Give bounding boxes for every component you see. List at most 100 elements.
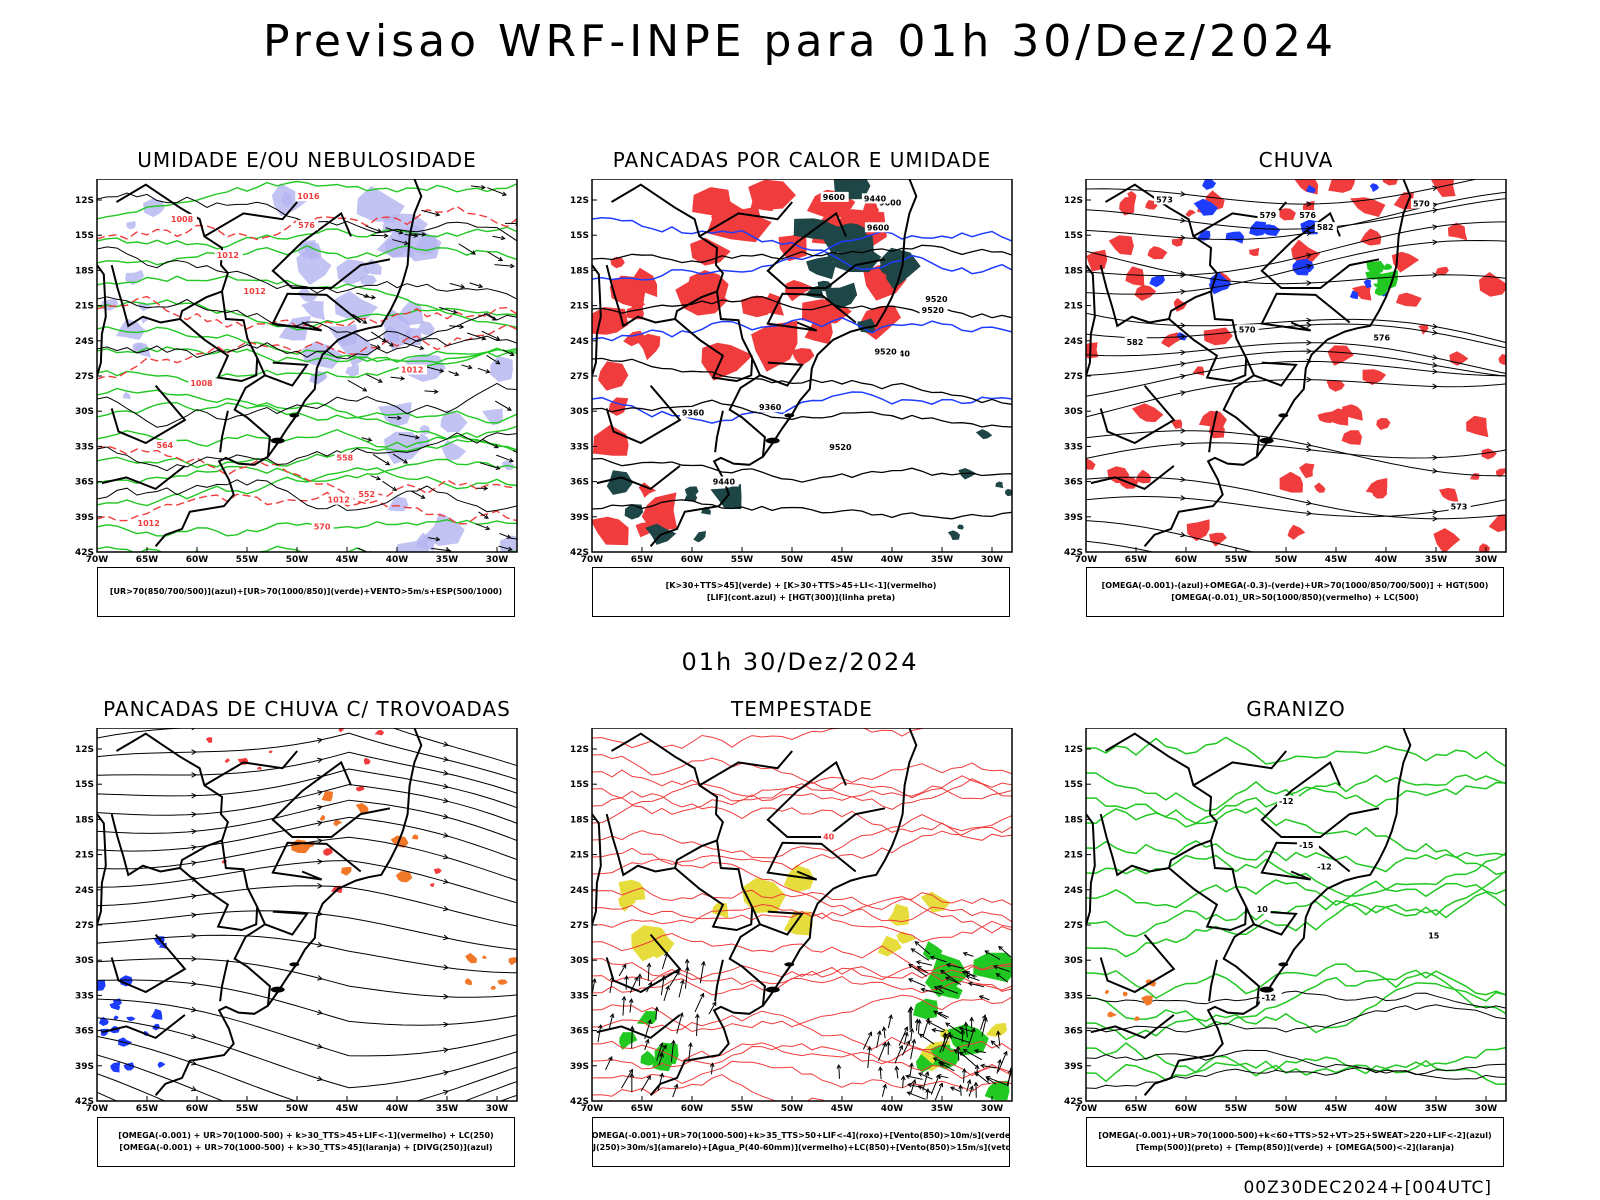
contour-line xyxy=(1086,840,1506,876)
wind-vector-head xyxy=(963,1021,969,1027)
flow-arrow xyxy=(1306,446,1313,453)
wind-vector-head xyxy=(958,1084,964,1090)
flow-arrow xyxy=(1432,323,1439,330)
political-border xyxy=(766,292,857,332)
political-border xyxy=(219,959,229,1002)
lat-tick-label: 21S xyxy=(570,851,589,861)
field-patch xyxy=(363,757,371,765)
wind-vector xyxy=(915,1019,918,1031)
forecast-map: -12 -12 -15 -12 15 10 12S 15S 18S 21S 24S 27S 30S 33S… xyxy=(1064,728,1507,1114)
wind-vector xyxy=(968,982,985,988)
wind-vector xyxy=(968,1086,973,1097)
contour-label-bg xyxy=(188,378,217,389)
wind-vector-head xyxy=(624,974,629,980)
wind-vector-head xyxy=(467,364,473,370)
wind-vector-head xyxy=(911,1078,917,1084)
contour-label-bg xyxy=(1448,501,1471,512)
wind-vector xyxy=(902,1040,910,1056)
wind-vector xyxy=(838,1064,841,1079)
wind-vector xyxy=(392,453,408,464)
field-patch xyxy=(336,332,375,367)
lon-tick-label: 65W xyxy=(136,1104,159,1114)
flow-arrow xyxy=(443,993,450,1000)
lat-tick-label: 21S xyxy=(570,302,589,312)
legend-line: [OMEGA(-0.01)_UR>50(1000/850)(vermelho) … xyxy=(1171,593,1419,602)
contour-label-bg xyxy=(872,346,901,357)
field-patch xyxy=(1481,448,1497,460)
wind-vector-head xyxy=(961,970,967,975)
field-patch xyxy=(338,728,344,733)
field-patch xyxy=(1005,488,1012,497)
contour-line xyxy=(1086,1046,1506,1083)
wind-vector xyxy=(879,1067,882,1080)
wind-vector-head xyxy=(478,283,484,289)
flow-arrow xyxy=(1432,224,1439,230)
flow-arrow xyxy=(1432,239,1439,246)
field-patch xyxy=(1495,468,1506,477)
wind-vector-head xyxy=(881,1026,887,1032)
wind-vector-head xyxy=(867,1031,873,1037)
flow-arrow xyxy=(1180,495,1187,501)
flow-arrow xyxy=(1306,280,1313,286)
field-patch xyxy=(143,198,165,218)
map-frame xyxy=(96,728,518,1102)
wind-vector xyxy=(938,985,959,994)
field-patch xyxy=(1349,290,1359,300)
field-patch xyxy=(1131,403,1164,423)
lon-tick-label: 60W xyxy=(681,1104,704,1114)
wind-vector xyxy=(957,1046,960,1061)
flow-arrow xyxy=(1432,354,1439,361)
wind-vector-head xyxy=(646,962,652,968)
lat-tick-label: 39S xyxy=(75,513,94,523)
political-border xyxy=(101,1014,186,1040)
wind-vector xyxy=(963,1049,983,1061)
contour-line xyxy=(592,769,1012,810)
wind-vector-head xyxy=(903,1026,909,1032)
field-patch xyxy=(151,1008,163,1020)
wind-vector-head xyxy=(978,995,984,1000)
political-border xyxy=(674,291,754,383)
streamline xyxy=(97,934,517,974)
wind-vector xyxy=(862,1032,872,1050)
wind-vector xyxy=(962,1068,965,1083)
lon-tick-label: 35W xyxy=(436,555,459,565)
field-patch xyxy=(465,978,472,985)
wind-vector-head xyxy=(990,1040,996,1046)
political-border xyxy=(1168,840,1248,932)
contour-label-bg xyxy=(154,439,177,450)
wind-vector xyxy=(390,376,405,380)
flow-arrow xyxy=(1432,368,1439,375)
wind-vector xyxy=(921,988,943,995)
wind-vector-head xyxy=(375,344,381,350)
field-patch xyxy=(995,481,1004,489)
wind-vector-head xyxy=(1009,1066,1012,1070)
lat-tick-label: 24S xyxy=(75,337,94,347)
wind-vector xyxy=(404,234,418,237)
legend-line: [UR>70(850/700/500)](azul)+[UR>70(1000/8… xyxy=(109,587,503,596)
wind-vector xyxy=(492,235,505,240)
panel-legend: [OMEGA(-0.001)-(azul)+OMEGA(-0.3)-(verde… xyxy=(1086,567,1504,617)
contour-line xyxy=(1086,982,1506,1041)
contour-label-bg xyxy=(1254,904,1271,915)
wind-vector xyxy=(945,1022,964,1036)
contour-label: 10 xyxy=(1257,905,1269,914)
field-patch xyxy=(606,470,634,495)
flow-arrow xyxy=(191,792,198,799)
flow-arrow xyxy=(191,811,198,818)
wind-vector-head xyxy=(909,1062,914,1068)
streamline xyxy=(97,1054,517,1101)
flow-arrow xyxy=(1306,499,1313,506)
wind-vector-head xyxy=(609,1013,615,1019)
field-patch xyxy=(268,750,273,753)
lagoon xyxy=(1259,437,1274,444)
field-patch xyxy=(592,516,629,546)
streamline xyxy=(1086,520,1255,552)
wind-vector-head xyxy=(629,1025,635,1031)
lat-tick-label: 33S xyxy=(570,442,589,452)
wind-vector-head xyxy=(966,1079,972,1085)
political-border xyxy=(110,384,187,445)
wind-vector-head xyxy=(998,945,1003,951)
wind-vector xyxy=(370,331,387,343)
contour-line xyxy=(1086,852,1506,909)
contour-line xyxy=(592,826,1012,871)
